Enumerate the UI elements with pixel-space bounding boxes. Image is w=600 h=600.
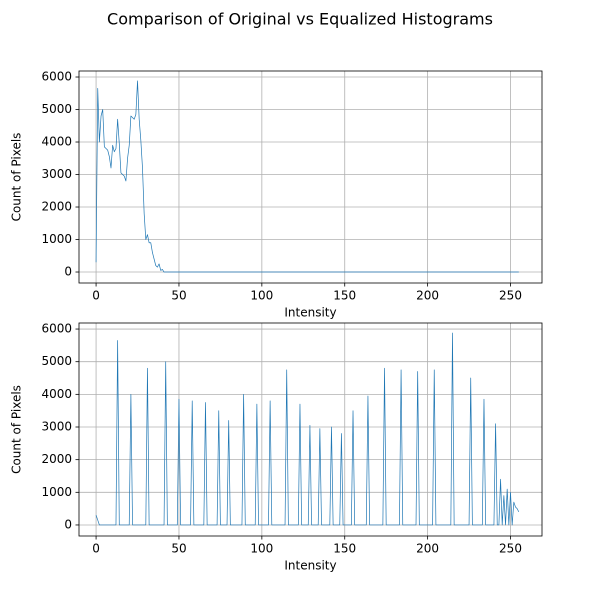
x-tick-label: 250	[499, 289, 522, 303]
figure-title: Comparison of Original vs Equalized Hist…	[107, 10, 493, 29]
x-tick-label: 200	[416, 289, 439, 303]
x-tick-label: 100	[250, 542, 273, 556]
x-tick-label: 150	[333, 289, 356, 303]
y-tick-label: 0	[64, 517, 72, 531]
y-tick-label: 2000	[41, 200, 72, 214]
x-tick-label: 50	[171, 289, 186, 303]
y-tick-label: 5000	[41, 354, 72, 368]
y-tick-label: 2000	[41, 452, 72, 466]
axes-frame	[78, 322, 543, 537]
x-tick-label: 150	[333, 542, 356, 556]
x-axis-label: Intensity	[284, 559, 336, 573]
data-line	[95, 80, 519, 273]
y-tick-label: 5000	[41, 102, 72, 116]
x-tick-label: 200	[416, 542, 439, 556]
y-tick-label: 1000	[41, 232, 72, 246]
axes-frame	[78, 70, 543, 284]
x-tick-label: 0	[92, 289, 100, 303]
x-tick-label: 50	[171, 542, 186, 556]
x-tick-label: 250	[499, 542, 522, 556]
y-axis-label: Count of Pixels	[10, 385, 24, 474]
x-axis-label: Intensity	[284, 306, 336, 320]
y-tick-label: 3000	[41, 167, 72, 181]
y-tick-label: 6000	[41, 322, 72, 336]
y-tick-label: 6000	[41, 70, 72, 84]
y-tick-label: 3000	[41, 420, 72, 434]
y-tick-label: 4000	[41, 387, 72, 401]
y-tick-label: 4000	[41, 135, 72, 149]
y-tick-label: 0	[64, 265, 72, 279]
x-tick-label: 100	[250, 289, 273, 303]
y-tick-label: 1000	[41, 485, 72, 499]
data-line	[95, 332, 520, 526]
x-tick-label: 0	[92, 542, 100, 556]
y-axis-label: Count of Pixels	[10, 133, 24, 222]
